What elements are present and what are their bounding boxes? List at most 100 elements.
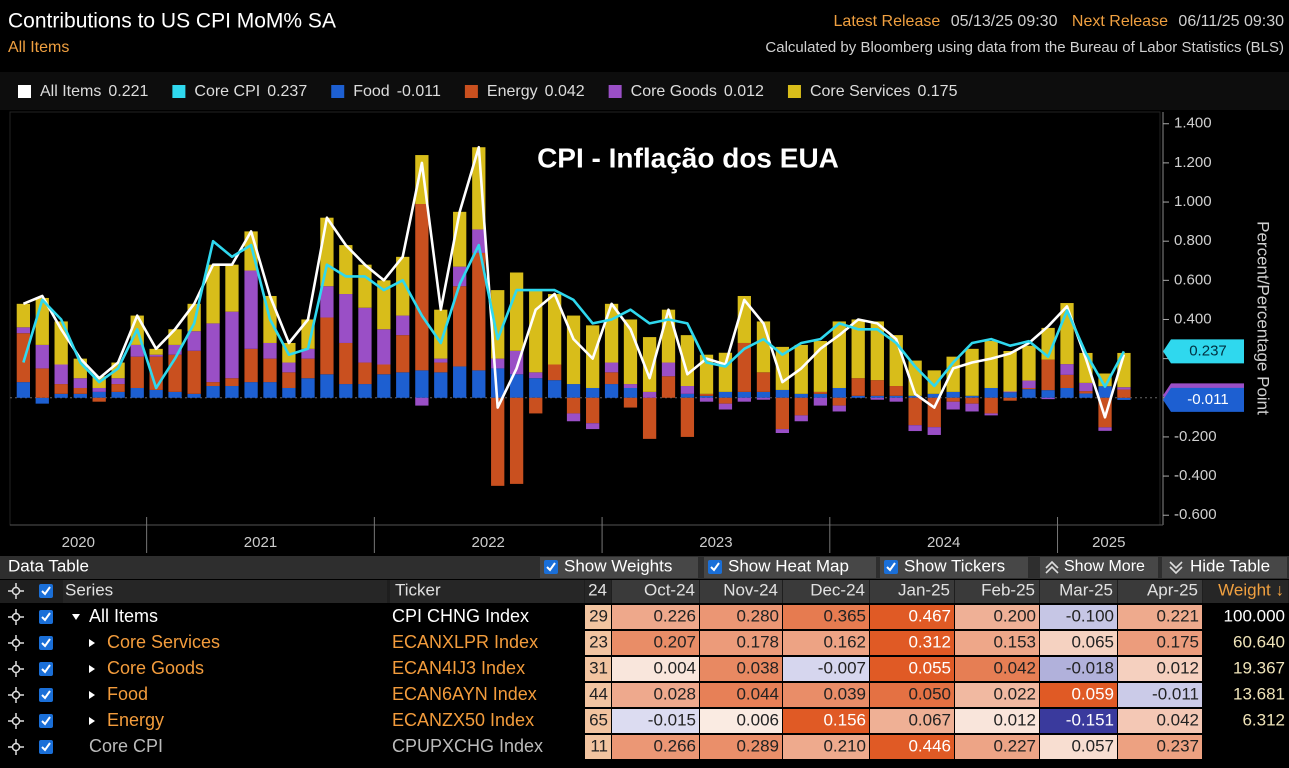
toggle-button[interactable] <box>540 557 698 578</box>
cell-value: 0.289 <box>736 736 779 755</box>
bar-segment <box>434 358 448 363</box>
bar-segment <box>965 395 979 398</box>
cell-value: 0.200 <box>993 606 1036 625</box>
bar-segment <box>908 425 922 432</box>
x-tick-label: 2025 <box>1092 534 1125 551</box>
toggle-label[interactable]: Show Tickers <box>904 556 1005 575</box>
cell-value: 0.178 <box>736 632 779 651</box>
y-axis-label: Percent/Percentage Point <box>1254 221 1273 415</box>
bar-segment <box>111 384 125 392</box>
bar-segment <box>737 342 751 392</box>
bar-segment <box>16 327 31 334</box>
cell-value: 0.207 <box>653 632 696 651</box>
bar-segment <box>889 386 903 396</box>
cell-value: 0.226 <box>653 606 696 625</box>
heat-cell <box>955 657 1039 681</box>
value-badge <box>1163 387 1244 412</box>
bar-segment <box>680 397 695 437</box>
bar-segment <box>1022 345 1036 381</box>
bar-segment <box>1041 359 1055 391</box>
bar-segment <box>946 401 960 410</box>
crosshair-icon <box>11 612 21 622</box>
bar-segment <box>699 397 714 402</box>
bar-segment <box>320 217 334 287</box>
bar-segment <box>434 372 448 398</box>
heat-cell <box>1040 709 1117 733</box>
heat-cell <box>585 709 611 733</box>
cell-value: 0.227 <box>993 736 1036 755</box>
bar-segment <box>756 321 771 373</box>
cell-value: 60.640 <box>1233 632 1285 651</box>
bar-segment <box>206 382 220 387</box>
bar-segment <box>509 272 524 351</box>
cell-value: 0.012 <box>1156 658 1199 677</box>
bar-segment <box>984 397 998 414</box>
cell-value: -0.015 <box>648 710 696 729</box>
toggle-label[interactable]: Show Heat Map <box>728 556 849 575</box>
bar-segment <box>263 358 277 383</box>
bar-segment <box>832 387 846 398</box>
heat-cell <box>870 631 954 655</box>
hide-table-button[interactable] <box>1162 557 1287 578</box>
show-more-button[interactable] <box>1040 557 1158 578</box>
bar-segment <box>130 356 144 388</box>
bar-segment <box>1079 393 1093 398</box>
crosshair-icon <box>11 586 21 596</box>
cell-value: 0.365 <box>823 606 866 625</box>
bar-segment <box>1098 427 1112 431</box>
bar-segment <box>586 387 600 398</box>
bar-segment <box>794 415 808 422</box>
crosshair-icon <box>8 609 24 625</box>
crosshair-icon <box>8 687 24 703</box>
bar-segment <box>851 395 865 398</box>
bar-segment <box>453 366 467 398</box>
subtitle: All Items <box>8 39 69 56</box>
bar-segment <box>813 393 828 398</box>
bar-segment <box>301 378 315 398</box>
cell-value: 0.028 <box>653 684 696 703</box>
column-header: Nov-24 <box>723 580 778 599</box>
crosshair-icon <box>11 664 21 674</box>
header-cell <box>955 580 1039 603</box>
crosshair-icon <box>8 583 24 599</box>
heat-cell <box>700 683 782 707</box>
header-cell <box>783 580 869 603</box>
series-name: All Items <box>89 606 158 626</box>
toggle-label[interactable]: Show Weights <box>564 556 672 575</box>
toggle-button[interactable] <box>704 557 876 578</box>
heat-cell <box>783 735 869 759</box>
bar-segment <box>396 372 410 398</box>
bar-segment <box>661 376 676 398</box>
bar-segment <box>339 294 353 343</box>
bar-segment <box>92 391 106 398</box>
bar-segment <box>35 397 49 404</box>
checkmark <box>546 562 556 572</box>
header-cell <box>1040 580 1117 603</box>
bar-segment <box>1022 380 1036 388</box>
bar-segment <box>661 309 676 363</box>
heat-cell <box>870 683 954 707</box>
toggle-button[interactable] <box>880 557 1028 578</box>
show-more[interactable]: Show More <box>1064 558 1145 575</box>
column-header: Mar-25 <box>1059 580 1113 599</box>
header-cell <box>63 580 387 603</box>
column-header: Weight ↓ <box>1218 580 1284 599</box>
bar-segment <box>187 393 201 398</box>
column-header: Series <box>65 580 113 599</box>
series-name: Food <box>107 684 148 704</box>
bar-segment <box>225 378 239 387</box>
checkmark <box>41 690 51 700</box>
cell-value: 0.266 <box>653 736 696 755</box>
bar-segment <box>491 290 505 359</box>
cell-value: 0.012 <box>993 710 1036 729</box>
bar-segment <box>870 395 884 398</box>
release-info: Latest Release 05/13/25 09:30 Next Relea… <box>834 13 1285 30</box>
heat-cell <box>612 709 699 733</box>
crosshair-icon <box>11 742 21 752</box>
legend-value: 0.012 <box>724 83 764 100</box>
bar-segment <box>604 362 619 373</box>
cell-value: 0.039 <box>823 684 866 703</box>
bar-segment <box>927 370 941 394</box>
hide-table[interactable]: Hide Table <box>1190 556 1270 575</box>
